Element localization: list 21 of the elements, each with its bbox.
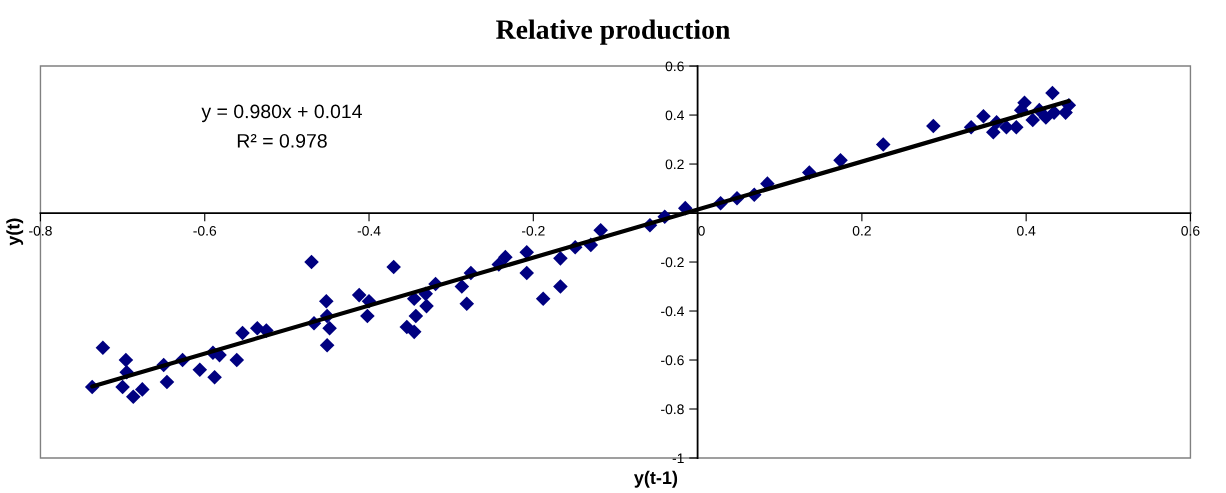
x-tick-label: 0.2 (852, 225, 871, 236)
annotation: R² = 0.978 (237, 133, 327, 148)
y-tick-label: -0.2 (661, 257, 684, 268)
x-tick-label: 0.4 (1017, 225, 1036, 236)
chart-title: Relative production (496, 19, 730, 45)
x-tick-label: -0.6 (193, 225, 217, 236)
x-tick-label: -0.4 (357, 225, 381, 236)
x-tick-label: 0 (698, 225, 705, 236)
y-axis-title: y(t) (6, 218, 24, 246)
x-axis-title: y(t-1) (633, 470, 678, 488)
x-tick-label: -0.8 (29, 225, 52, 236)
y-tick-label: -1 (672, 453, 684, 464)
y-tick-label: 0.2 (665, 159, 684, 170)
y-tick-label: 0.6 (665, 61, 684, 72)
y-tick-label: -0.6 (661, 355, 684, 366)
y-tick-label: -0.8 (661, 404, 684, 415)
annotation: y = 0.980x + 0.014 (201, 104, 362, 123)
x-tick-label: 0.6 (1181, 225, 1200, 236)
x-tick-label: -0.2 (521, 225, 545, 236)
y-tick-label: 0.4 (665, 110, 684, 121)
y-tick-label: -0.4 (661, 306, 684, 317)
